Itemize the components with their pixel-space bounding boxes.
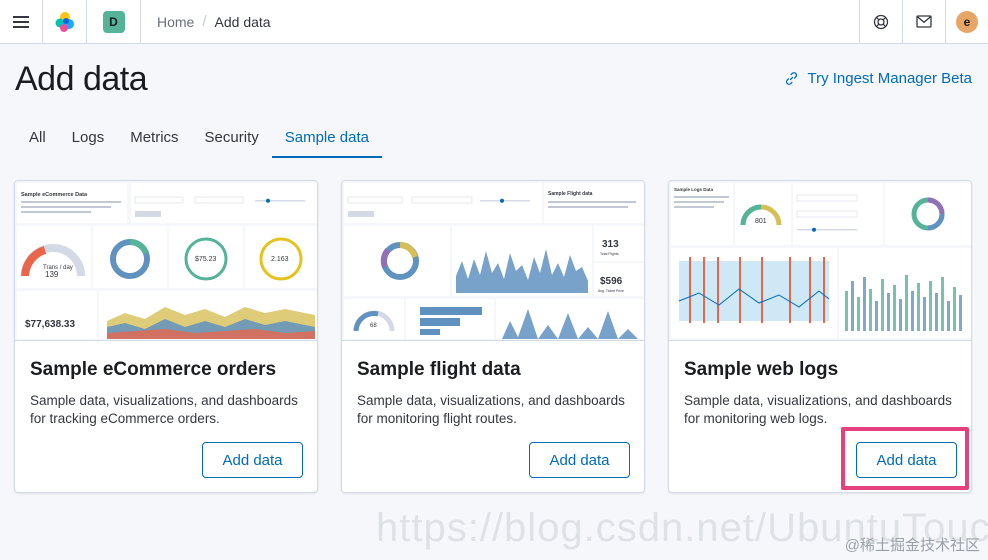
thumb-heading: Sample eCommerce Data [21, 192, 88, 198]
avatar: e [956, 10, 978, 33]
tab-security[interactable]: Security [204, 129, 259, 146]
elastic-logo-link[interactable] [43, 0, 87, 44]
card-title: Sample web logs [684, 359, 839, 380]
help-icon [873, 14, 889, 29]
thumb-metric-1: $75.23 [195, 256, 217, 263]
sample-card-web-logs: Sample Logs Data 801 [668, 180, 972, 493]
top-header: D Home / Add data e [0, 0, 988, 44]
thumb-heading: Sample Flight data [548, 191, 593, 197]
user-menu-button[interactable]: e [945, 0, 988, 44]
sample-card-ecommerce: Sample eCommerce Data Trans / day 139 $7… [14, 180, 318, 493]
thumb-gauge-value: 139 [45, 270, 59, 279]
add-data-button[interactable]: Add data [202, 442, 303, 478]
link-icon [786, 72, 798, 85]
thumb-gauge-value: 801 [755, 218, 767, 225]
add-data-button[interactable]: Add data [529, 442, 630, 478]
watermark-site: @稀土掘金技术社区 [844, 537, 980, 554]
elastic-logo-icon [55, 11, 74, 32]
space-avatar: D [102, 10, 125, 33]
card-description: Sample data, visualizations, and dashboa… [357, 393, 625, 426]
dashboard-preview-flights: Sample Flight data 313 Total Flights $59… [342, 181, 644, 341]
card-title: Sample flight data [357, 359, 521, 380]
tab-sample-data[interactable]: Sample data [271, 118, 382, 158]
thumb-heading: Sample Logs Data [674, 187, 714, 192]
space-selector[interactable]: D [87, 0, 141, 44]
mail-icon [916, 15, 932, 28]
header-actions: e [859, 0, 988, 44]
news-button[interactable] [902, 0, 945, 44]
thumb-metric-1: 313 [602, 239, 619, 250]
thumb-metric-2-label: Avg. Ticket Price [598, 289, 624, 293]
tab-all[interactable]: All [29, 129, 46, 146]
page-title: Add data [15, 60, 148, 98]
thumb-metric-2: $596 [600, 276, 623, 287]
card-title: Sample eCommerce orders [30, 359, 277, 380]
tab-logs[interactable]: Logs [71, 129, 105, 146]
dashboard-preview-ecommerce: Sample eCommerce Data Trans / day 139 $7… [15, 181, 317, 341]
card-description: Sample data, visualizations, and dashboa… [684, 393, 952, 426]
tab-metrics[interactable]: Metrics [130, 129, 179, 146]
breadcrumb-separator: / [202, 13, 207, 30]
thumb-total: $77,638.33 [25, 319, 75, 330]
thumb-metric-1-label: Total Flights [600, 252, 619, 256]
card-description: Sample data, visualizations, and dashboa… [30, 393, 298, 426]
breadcrumb-current: Add data [214, 13, 271, 30]
add-data-button[interactable]: Add data [856, 442, 957, 478]
sample-card-flights: Sample Flight data 313 Total Flights $59… [341, 180, 645, 493]
thumb-metric-2: 2.163 [271, 256, 289, 263]
breadcrumb: Home / Add data [141, 13, 859, 30]
menu-icon [13, 15, 29, 28]
thumb-gauge-label: Trans / day [43, 265, 73, 271]
help-button[interactable] [859, 0, 902, 44]
dashboard-preview-web-logs: Sample Logs Data 801 [669, 181, 971, 341]
breadcrumb-home[interactable]: Home [157, 13, 195, 30]
ingest-manager-link-label: Try Ingest Manager Beta [807, 70, 972, 87]
menu-button[interactable] [0, 0, 43, 44]
ingest-manager-link[interactable]: Try Ingest Manager Beta [784, 70, 972, 87]
tab-bar: All Logs Metrics Security Sample data [16, 118, 382, 158]
watermark-url: https://blog.csdn.net/UbuntuTouch [376, 506, 988, 550]
thumb-gauge-value: 68 [370, 323, 377, 329]
highlight-annotation [841, 427, 969, 490]
